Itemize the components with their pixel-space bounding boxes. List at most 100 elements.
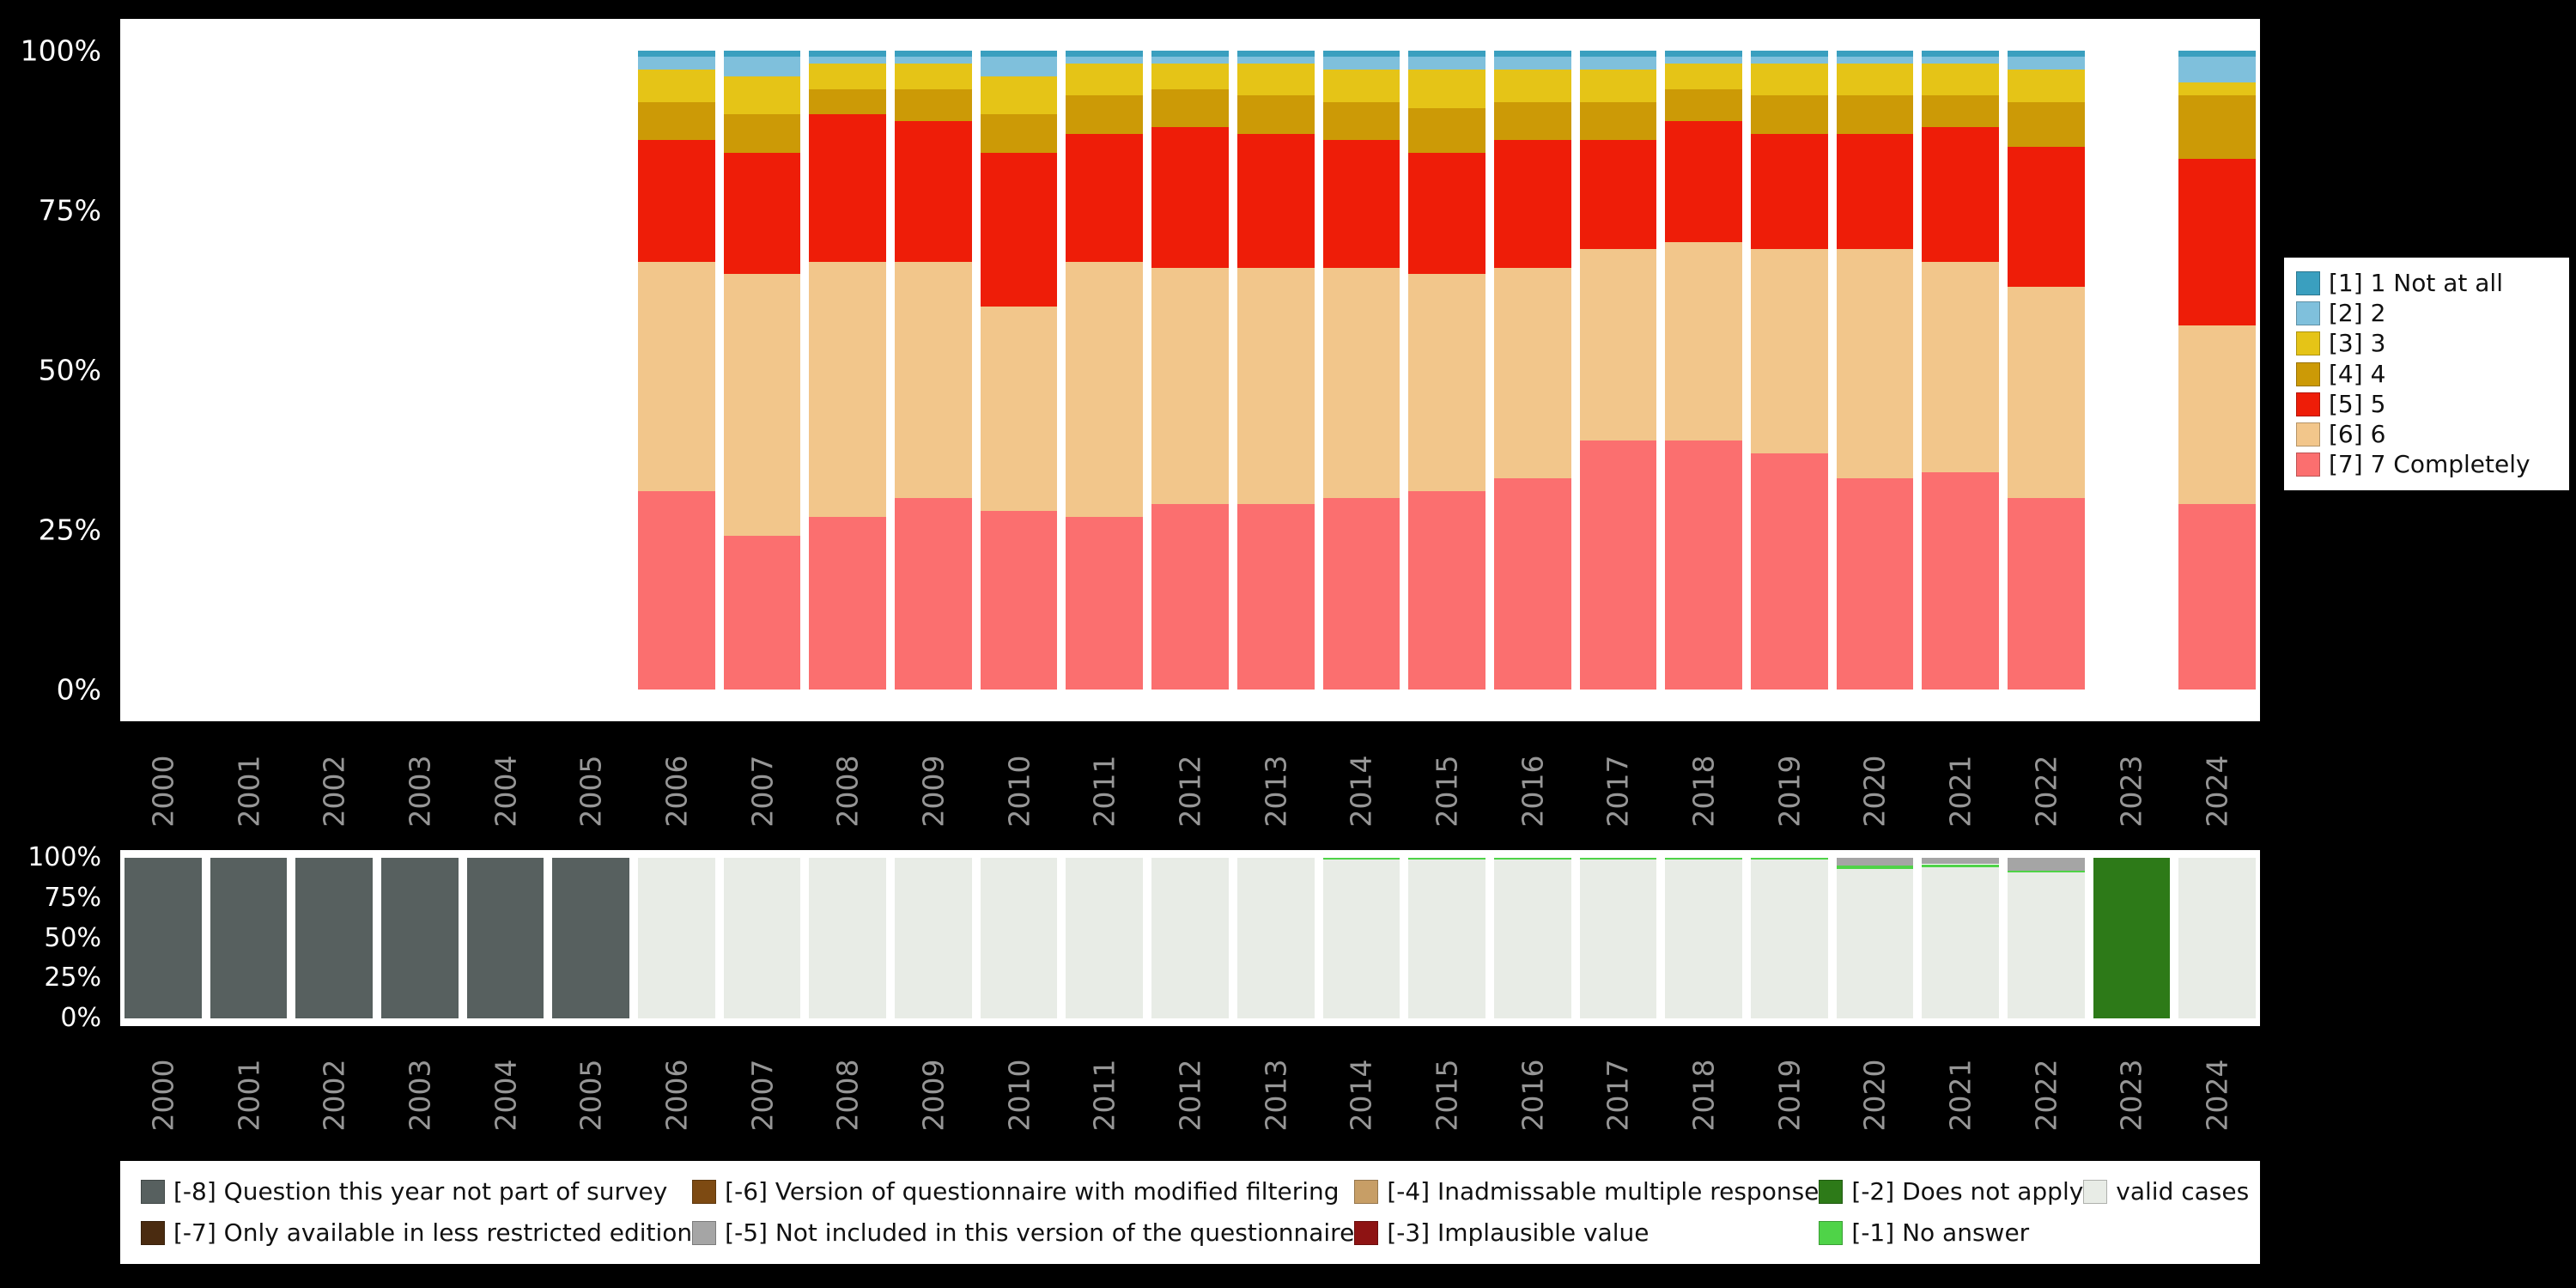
legend-color-swatch [141,1221,165,1246]
distribution-plot-area [120,51,2260,690]
legend-label: valid cases [2116,1177,2250,1206]
bar-segment-2011 [1066,858,1144,1018]
bar-segment-2016 [1493,101,1571,141]
distribution-x-axis: 2000 2001 2002 2003 2004 2005 2006 2007 2008 2009… [120,726,2260,855]
legend-color-swatch [141,1180,165,1205]
legend-color-swatch [692,1221,717,1246]
bar-segment-2022 [2007,872,2085,1018]
bar-segment-2021 [1922,858,1999,865]
bar-segment-2021 [1922,63,1999,96]
bar-segment-2020 [1836,133,1914,249]
x-tick-label-2000: 2000 [120,1030,206,1159]
bar-segment-2022 [2007,287,2085,498]
legend-column: [-6] Version of questionnaire with modif… [692,1177,1354,1247]
legend-label: [-3] Implausible value [1387,1218,1649,1248]
x-tick-label-2005: 2005 [548,1030,634,1159]
bar-segment-2019 [1750,63,1828,96]
bar-segment-2022 [2007,146,2085,288]
x-tick-text: 2016 [1516,1059,1550,1131]
x-tick-text: 2000 [146,1059,180,1131]
x-tick-text: 2021 [1943,755,1978,827]
bar-segment-2006 [638,261,715,492]
bar-segment-2015 [1408,491,1485,690]
x-tick-label-2011: 2011 [1061,1030,1147,1159]
bar-segment-2008 [809,517,887,690]
missing-values-x-axis: 2000 2001 2002 2003 2004 2005 2006 2007 2008 2009… [120,1030,2260,1159]
bar-segment-2011 [1066,517,1144,690]
bar-segment-2015 [1408,274,1485,492]
bar-segment-2008 [809,858,887,1018]
x-tick-text: 2008 [830,755,865,827]
legend-item: [3] 3 [2296,330,2557,357]
legend-item: valid cases [2083,1177,2250,1206]
bar-segment-2004 [466,858,544,1018]
bar-segment-2022 [2007,870,2085,872]
x-tick-text: 2010 [1002,1059,1036,1131]
x-tick-text: 2024 [2200,1059,2234,1131]
bar-segment-2017 [1579,859,1657,1018]
x-tick-text: 2024 [2200,755,2234,827]
x-tick-label-2024: 2024 [2174,726,2260,855]
bar-segment-2018 [1665,57,1742,64]
bar-segment-2010 [980,858,1058,1018]
y-tick-label: 100% [20,33,101,68]
bar-segment-2021 [1922,261,1999,473]
bar-segment-2016 [1493,51,1571,58]
x-tick-text: 2007 [745,1059,780,1131]
x-tick-label-2001: 2001 [206,726,292,855]
x-tick-text: 2011 [1087,755,1121,827]
x-tick-label-2004: 2004 [463,1030,549,1159]
bar-segment-2017 [1579,101,1657,141]
bar-segment-2020 [1836,869,1914,1018]
legend-color-swatch [2296,361,2320,386]
bar-segment-2007 [723,153,801,275]
bar-segment-2006 [638,491,715,690]
x-tick-label-2013: 2013 [1233,726,1319,855]
bar-segment-2015 [1408,153,1485,275]
x-tick-text: 2008 [830,1059,865,1131]
x-tick-label-2019: 2019 [1747,1030,1832,1159]
bar-segment-2017 [1579,248,1657,440]
x-tick-text: 2018 [1686,1059,1721,1131]
bar-segment-2014 [1322,267,1400,498]
bar-segment-2015 [1408,57,1485,70]
bar-segment-2010 [980,306,1058,511]
bar-segment-2018 [1665,120,1742,243]
x-tick-label-2015: 2015 [1404,726,1490,855]
x-tick-text: 2006 [659,755,694,827]
bar-segment-2020 [1836,858,1914,866]
y-tick-label: 0% [56,672,101,707]
bar-segment-2019 [1750,858,1828,860]
x-tick-text: 2004 [489,755,523,827]
bar-segment-2012 [1151,63,1229,89]
bar-segment-2022 [2007,101,2085,147]
legend-color-swatch [1354,1180,1379,1205]
distribution-legend: [1] 1 Not at all [2] 2 [3] 3 [4] 4 [5] 5 [6] … [2284,258,2569,491]
bar-segment-2007 [723,114,801,154]
bar-segment-2008 [809,63,887,89]
legend-label: [6] 6 [2329,419,2386,448]
bar-segment-2006 [638,57,715,70]
bar-segment-2002 [295,858,374,1018]
bar-segment-2010 [980,510,1058,690]
bar-segment-2013 [1236,63,1315,96]
bar-segment-2022 [2007,57,2085,70]
legend-column: [-8] Question this year not part of surv… [141,1177,692,1247]
x-tick-text: 2005 [574,755,608,827]
bar-segment-2021 [1922,127,1999,262]
x-tick-text: 2000 [146,755,180,827]
bar-segment-2014 [1322,859,1400,1018]
bar-segment-2020 [1836,95,1914,134]
bar-segment-2020 [1836,248,1914,479]
bar-segment-2019 [1750,57,1828,64]
x-tick-label-2020: 2020 [1832,726,1918,855]
bar-segment-2024 [2178,82,2256,96]
bar-segment-2016 [1493,57,1571,70]
legend-label: [-8] Question this year not part of surv… [173,1177,668,1206]
bar-segment-2021 [1922,51,1999,58]
legend-label: [2] 2 [2329,299,2386,328]
x-tick-text: 2004 [489,1059,523,1131]
legend-item: [7] 7 Completely [2296,450,2557,478]
bar-segment-2007 [723,858,801,1018]
